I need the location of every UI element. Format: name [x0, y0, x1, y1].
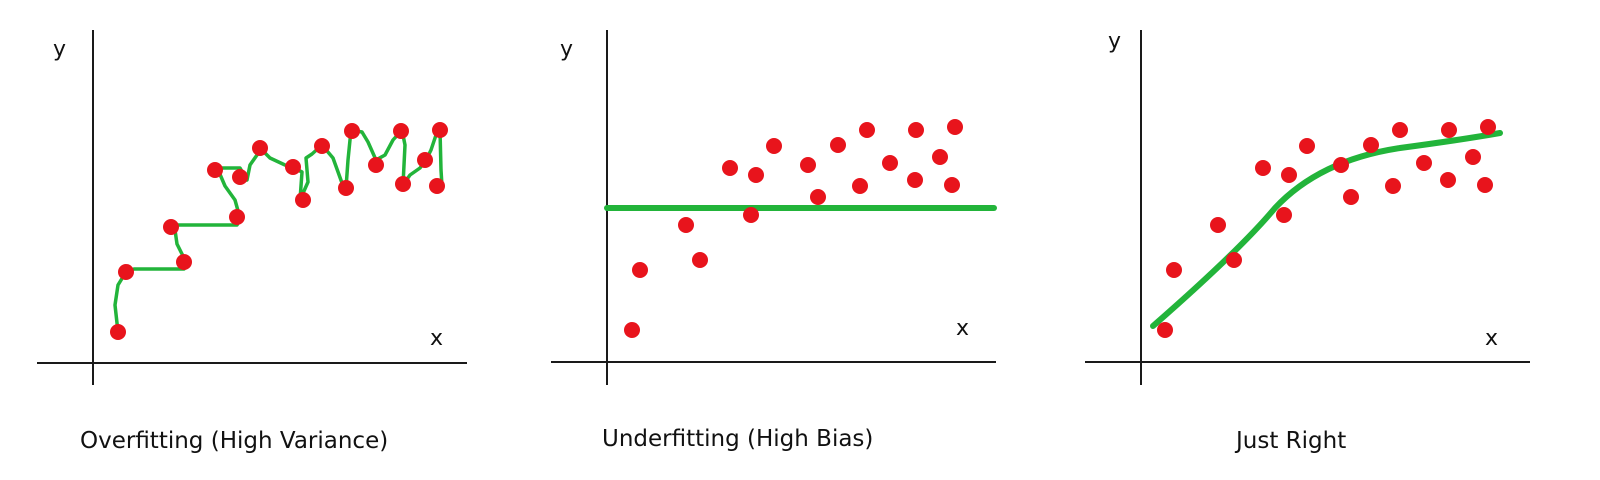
- data-point: [1166, 262, 1182, 278]
- data-point: [118, 264, 134, 280]
- fit-curve-just-right: [1150, 130, 1503, 329]
- data-point: [295, 192, 311, 208]
- data-point: [163, 219, 179, 235]
- data-point: [368, 157, 384, 173]
- data-point: [110, 324, 126, 340]
- data-point: [395, 176, 411, 192]
- data-point: [344, 123, 360, 139]
- x-axis-label: x: [1485, 326, 1498, 351]
- data-point: [859, 122, 875, 138]
- data-point: [1363, 137, 1379, 153]
- data-point: [1299, 138, 1315, 154]
- data-point: [1276, 207, 1292, 223]
- data-point: [176, 254, 192, 270]
- data-point: [285, 159, 301, 175]
- data-point: [908, 122, 924, 138]
- fit-curve-overfit: [113, 128, 444, 334]
- data-point: [1440, 172, 1456, 188]
- data-point: [229, 209, 245, 225]
- panel-caption: Overfitting (High Variance): [80, 428, 388, 454]
- data-point: [1226, 252, 1242, 268]
- data-point: [417, 152, 433, 168]
- y-axis-label: y: [1108, 29, 1121, 54]
- data-points: [624, 119, 963, 338]
- data-point: [743, 207, 759, 223]
- data-point: [429, 178, 445, 194]
- panel-caption: Just Right: [1234, 428, 1346, 454]
- data-point: [632, 262, 648, 278]
- data-point: [766, 138, 782, 154]
- data-point: [1480, 119, 1496, 135]
- data-point: [692, 252, 708, 268]
- data-point: [1392, 122, 1408, 138]
- data-point: [1465, 149, 1481, 165]
- panel-underfitting: y x Underfitting (High Bias): [551, 30, 997, 452]
- data-point: [207, 162, 223, 178]
- data-point: [338, 180, 354, 196]
- data-point: [722, 160, 738, 176]
- data-point: [393, 123, 409, 139]
- panel-caption: Underfitting (High Bias): [602, 426, 873, 452]
- panel-just-right: y x Just Right: [1085, 29, 1530, 454]
- data-point: [1343, 189, 1359, 205]
- data-point: [882, 155, 898, 171]
- y-axis-label: y: [560, 37, 573, 62]
- data-point: [800, 157, 816, 173]
- data-point: [1281, 167, 1297, 183]
- data-point: [1477, 177, 1493, 193]
- data-point: [932, 149, 948, 165]
- data-point: [1157, 322, 1173, 338]
- data-point: [1441, 122, 1457, 138]
- data-point: [810, 189, 826, 205]
- data-point: [907, 172, 923, 188]
- data-point: [314, 138, 330, 154]
- data-point: [678, 217, 694, 233]
- data-points: [110, 122, 448, 340]
- data-point: [947, 119, 963, 135]
- y-axis-label: y: [53, 37, 66, 62]
- data-point: [944, 177, 960, 193]
- data-point: [624, 322, 640, 338]
- data-point: [748, 167, 764, 183]
- data-point: [830, 137, 846, 153]
- data-point: [432, 122, 448, 138]
- data-point: [1333, 157, 1349, 173]
- data-point: [232, 169, 248, 185]
- data-point: [1210, 217, 1226, 233]
- x-axis-label: x: [956, 316, 969, 341]
- data-point: [1416, 155, 1432, 171]
- data-point: [1385, 178, 1401, 194]
- data-point: [852, 178, 868, 194]
- data-point: [252, 140, 268, 156]
- panel-overfitting: y x Overfitting (High Variance): [37, 30, 467, 454]
- data-point: [1255, 160, 1271, 176]
- x-axis-label: x: [430, 326, 443, 351]
- data-points: [1157, 119, 1496, 338]
